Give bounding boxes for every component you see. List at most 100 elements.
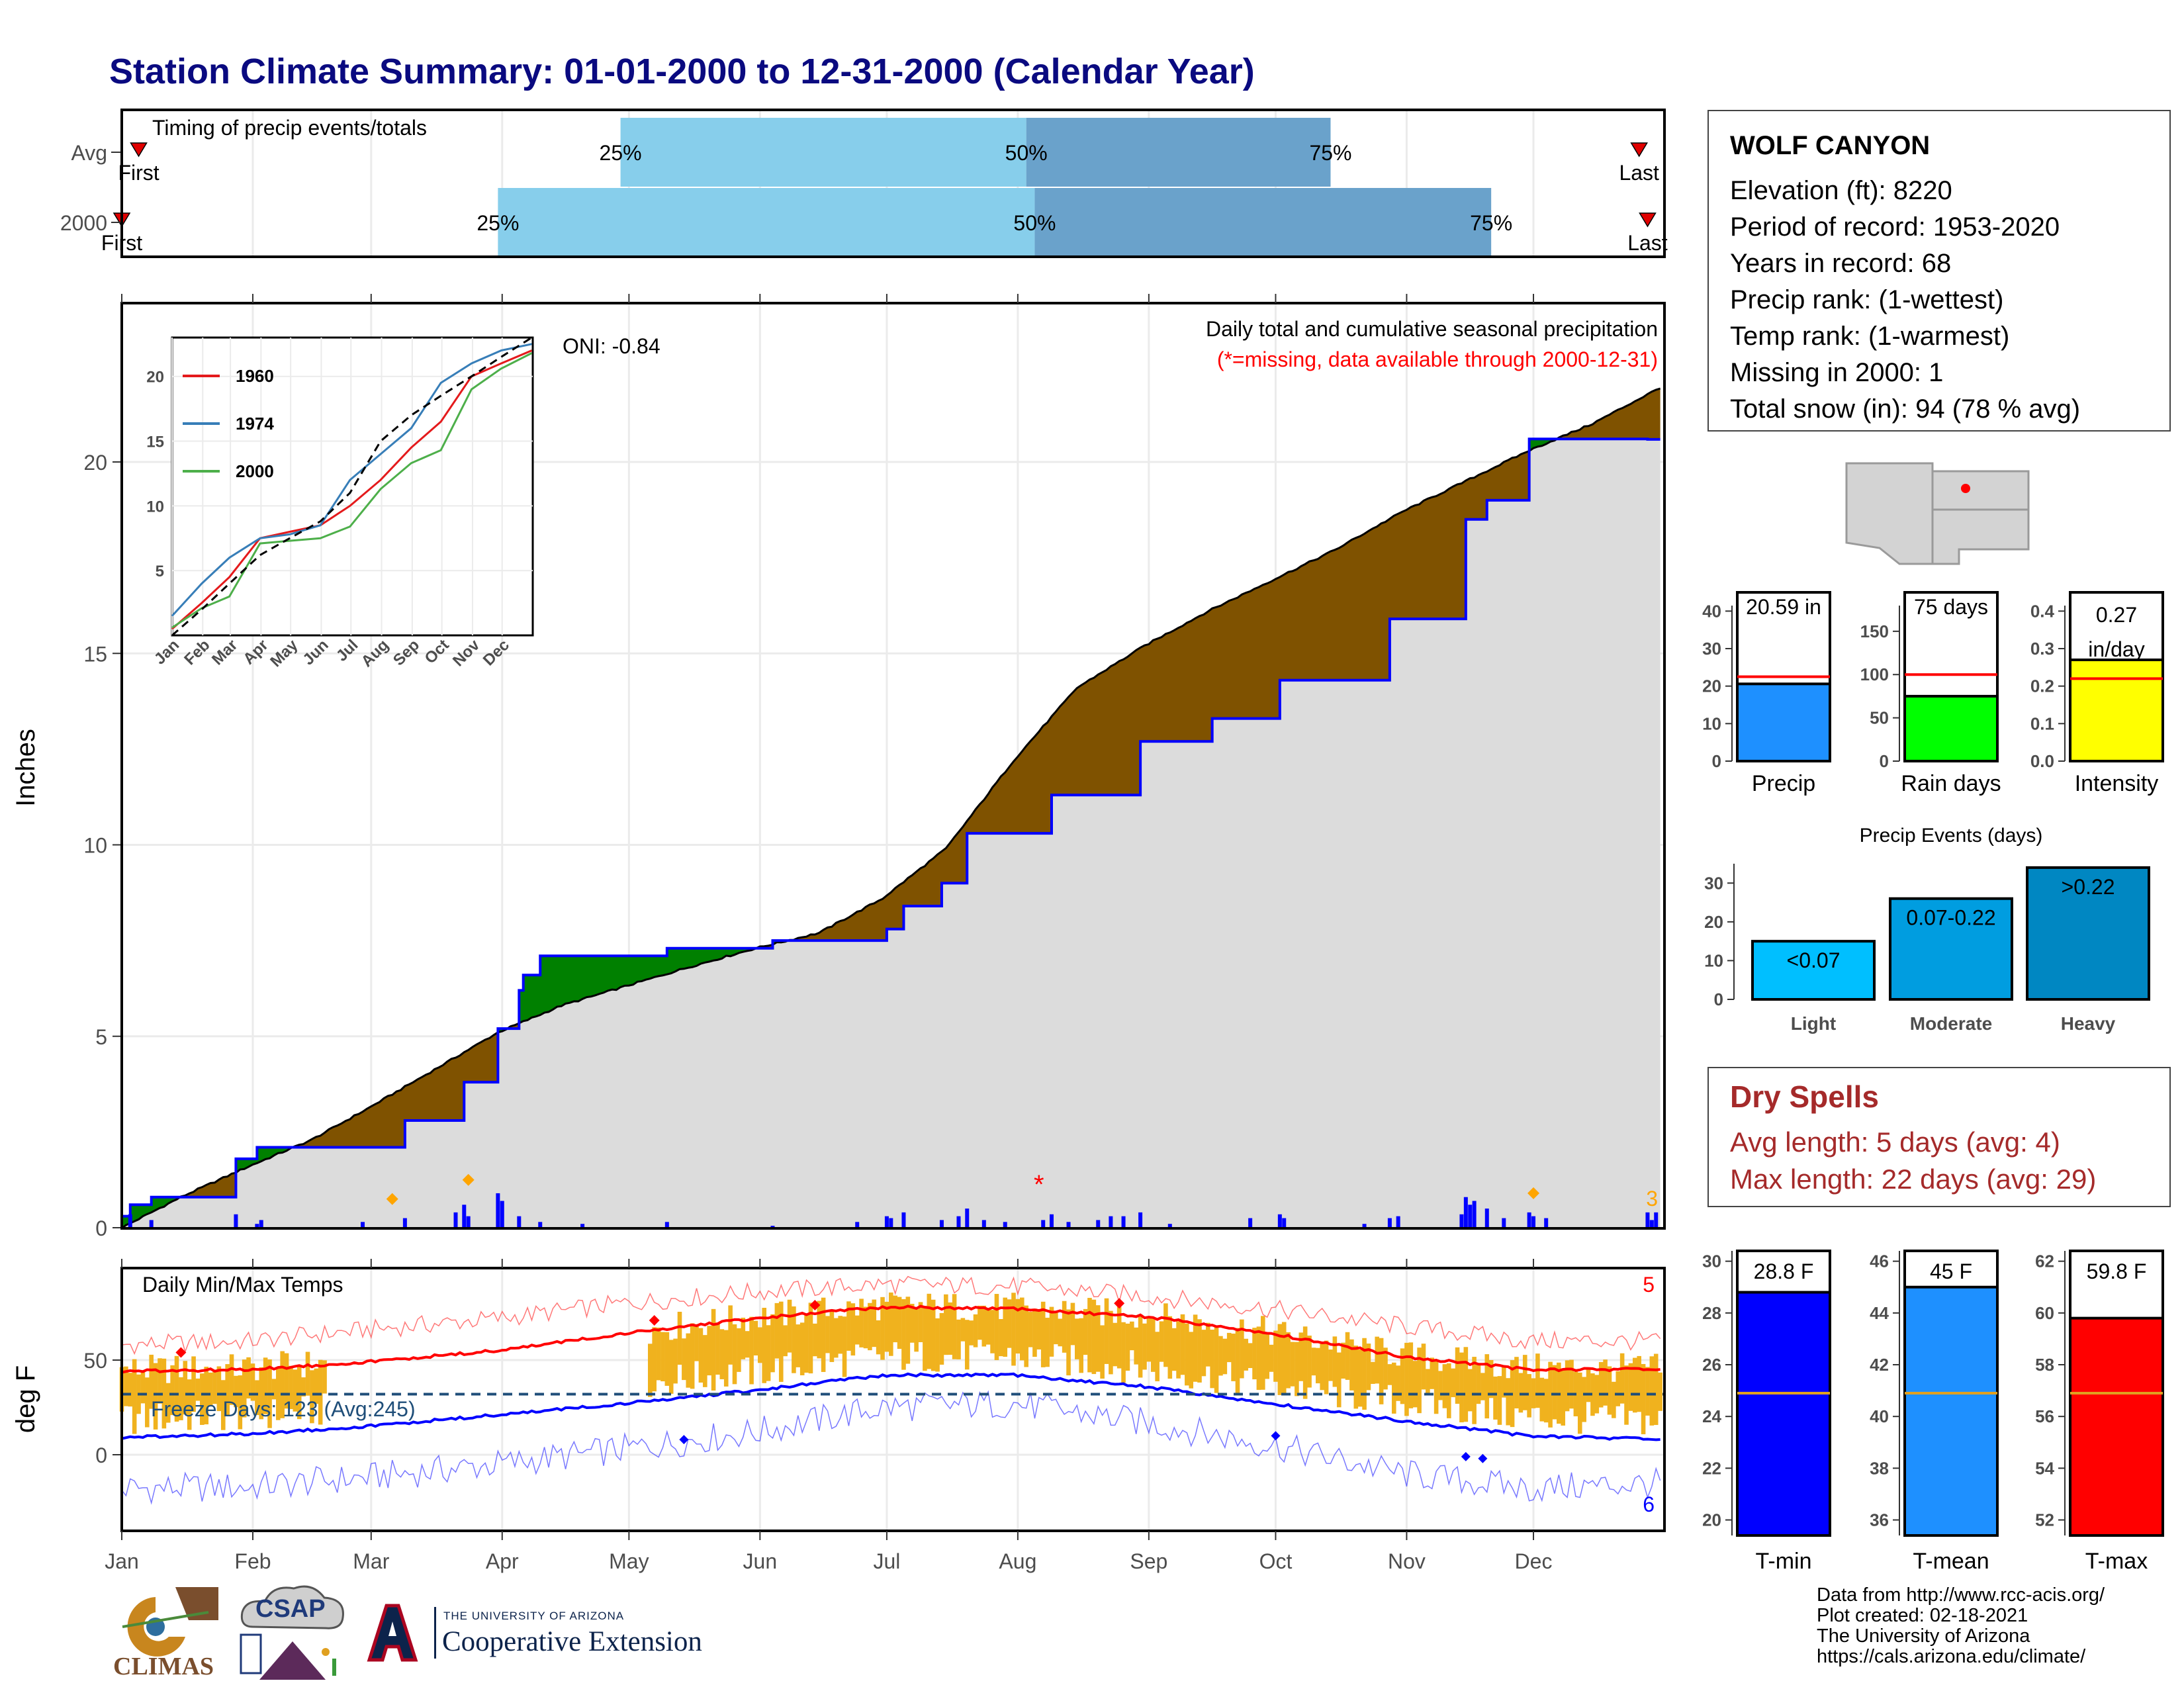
daily-precip-bar [1049, 1214, 1054, 1228]
temp-bar-value-label: 59.8 F [2087, 1259, 2147, 1283]
daily-temp-bar [246, 1357, 251, 1398]
daily-temp-bar [296, 1365, 302, 1420]
daily-temp-bar [1624, 1365, 1629, 1425]
daily-precip-bar [1277, 1214, 1282, 1228]
daily-temp-bar [1472, 1357, 1477, 1424]
month-xtick-label: Apr [486, 1549, 519, 1573]
daily-temp-bar [1104, 1298, 1109, 1364]
daily-temp-bar [850, 1303, 856, 1356]
daily-temp-bar [1569, 1359, 1574, 1409]
inset-legend-label: 1960 [236, 366, 274, 386]
daily-temp-bar [1442, 1364, 1447, 1408]
daily-temp-bar [322, 1360, 327, 1394]
daily-temp-bar [1582, 1377, 1586, 1422]
daily-temp-bar [250, 1363, 255, 1401]
temp-panel-border [120, 1267, 1666, 1532]
daily-temp-bar [1353, 1346, 1359, 1409]
daily-temp-bar [876, 1320, 881, 1355]
daily-precip-bar [1167, 1224, 1172, 1228]
daily-temp-bar [1205, 1322, 1210, 1367]
daily-temp-bar [1518, 1373, 1524, 1413]
timing-bar-25-50 [620, 118, 1026, 187]
daily-temp-bar [132, 1359, 137, 1434]
daily-temp-bar [1476, 1363, 1481, 1404]
daily-temp-bar [783, 1325, 788, 1357]
record-precip-marker [386, 1193, 398, 1205]
daily-temp-bar [1561, 1368, 1566, 1426]
daily-temp-bar [310, 1370, 314, 1424]
mini-bar-value [2069, 659, 2164, 762]
dry-spells-max: Max length: 22 days (avg: 29) [1730, 1164, 2097, 1195]
daily-temp-bar [956, 1319, 961, 1359]
temp-bar-ytick-label: 58 [2035, 1355, 2054, 1375]
temp-bar-name: T-mean [1913, 1549, 1989, 1574]
daily-temp-bar [1015, 1299, 1021, 1354]
temp-bar-name: T-min [1756, 1549, 1812, 1574]
daily-temp-bar [960, 1318, 966, 1342]
daily-temp-bar [1066, 1309, 1071, 1376]
daily-temp-bar [216, 1366, 222, 1412]
daily-temp-bar [1121, 1322, 1126, 1383]
daily-temp-bar [1222, 1338, 1228, 1375]
daily-precip-bar [1645, 1212, 1650, 1228]
daily-precip-bar [1649, 1220, 1654, 1228]
daily-temp-bar [964, 1320, 970, 1370]
cumulative-area [122, 439, 1661, 1228]
daily-precip-bar [1041, 1220, 1046, 1228]
daily-temp-bar [1116, 1306, 1122, 1369]
daily-temp-bar [263, 1357, 268, 1414]
daily-temp-bar [935, 1318, 940, 1372]
month-xtick-label: Sep [1130, 1549, 1167, 1573]
daily-temp-bar [183, 1361, 188, 1415]
precip-ytick-label: 20 [83, 451, 107, 475]
temp-ytick-label: 0 [95, 1443, 107, 1467]
daily-temp-bar [1054, 1312, 1058, 1345]
daily-temp-bar [1417, 1348, 1422, 1414]
daily-precip-bar [901, 1212, 906, 1228]
daily-precip-bar [1138, 1212, 1143, 1228]
daily-temp-bar [187, 1379, 192, 1430]
precip-y-axis-label: Inches [11, 729, 40, 807]
station-line: Elevation (ft): 8220 [1730, 176, 1952, 205]
temp-bar-ytick-label: 52 [2035, 1510, 2054, 1530]
daily-temp-bar [1433, 1360, 1439, 1414]
daily-temp-bar [1463, 1347, 1469, 1422]
ua-cooperative-extension-logo: THE UNIVERSITY OF ARIZONA Cooperative Ex… [363, 1602, 747, 1665]
first-label: First [118, 161, 159, 185]
daily-temp-bar [1075, 1318, 1079, 1359]
daily-precip-bar [453, 1212, 458, 1228]
daily-temp-bar [952, 1294, 957, 1359]
climas-logo-text: CLIMAS [113, 1653, 214, 1680]
month-xtick-label: Aug [999, 1549, 1036, 1573]
daily-temp-bar [1412, 1361, 1418, 1408]
daily-temp-bar [723, 1330, 729, 1387]
daily-temp-bar [301, 1377, 306, 1396]
daily-temp-bar [1049, 1306, 1054, 1357]
daily-temp-bar [1302, 1326, 1308, 1399]
daily-temp-bar [124, 1366, 128, 1406]
inset-panel [171, 336, 534, 637]
inset-ytick-label: 15 [146, 434, 164, 451]
daily-temp-bar [165, 1383, 171, 1423]
daily-precip-bar [500, 1201, 504, 1228]
daily-temp-bar [1408, 1342, 1414, 1408]
daily-temp-bar [690, 1323, 695, 1389]
daily-temp-bar [305, 1351, 310, 1396]
daily-temp-bar [813, 1323, 817, 1357]
daily-temp-bar [1167, 1316, 1173, 1379]
daily-temp-bar [314, 1368, 319, 1404]
daily-temp-bar [1426, 1369, 1430, 1396]
daily-temp-bar [660, 1332, 665, 1382]
daily-temp-bar [1480, 1373, 1485, 1400]
daily-temp-bar [1598, 1361, 1604, 1408]
precip-ytick-label: 0 [95, 1216, 107, 1240]
daily-precip-bar [128, 1214, 132, 1228]
daily-temp-bar [1543, 1379, 1549, 1423]
daily-temp-bar [694, 1324, 699, 1361]
events-bar [1889, 897, 2013, 1001]
daily-temp-bar [1146, 1316, 1152, 1362]
daily-temp-bar [854, 1315, 860, 1345]
daily-temp-bar [225, 1364, 230, 1416]
csap-logo-graphic [240, 1585, 344, 1680]
